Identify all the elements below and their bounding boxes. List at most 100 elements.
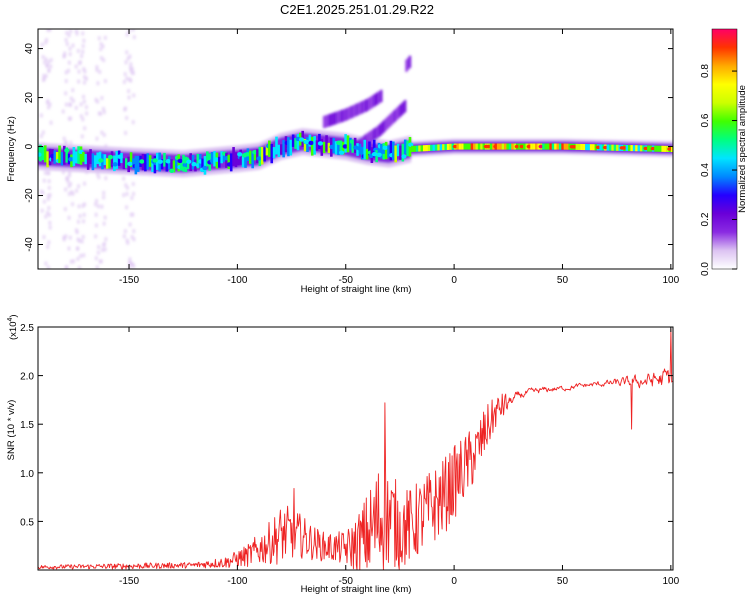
band-core-cell [489,143,493,150]
band-blob [112,162,118,167]
band-core-cell [103,154,107,166]
band-core-cell [277,144,281,158]
branch-cell [395,108,398,121]
band-core-cell [582,143,586,151]
noise-cell [122,79,126,84]
band-core-cell [353,137,357,153]
branch-cell [333,112,336,125]
band-blob [401,154,407,159]
noise-cell [44,214,48,219]
noise-cell [83,202,87,207]
band-core-cell [628,144,631,152]
band-core-cell [272,147,276,159]
band-core-cell [63,145,66,165]
noise-cell [131,29,135,32]
noise-cell [66,179,70,184]
band-core-cell [580,143,583,151]
band-core-cell [349,137,352,151]
branch-cell [402,101,405,114]
band-core-cell [446,143,450,150]
noise-cell [82,212,86,217]
band-blob [303,139,310,145]
band-core-cell [163,152,166,167]
branch-cell [370,129,374,143]
noise-cell [128,54,132,59]
noise-cell [81,203,85,208]
band-core-cell [48,148,52,166]
noise-cell [42,73,46,78]
noise-cell [69,259,73,264]
band-core-cell [654,145,657,152]
noise-cell [126,56,130,61]
snr-x-tick-label: -100 [227,576,247,587]
band-blob [157,159,163,164]
band-blob [191,162,197,167]
noise-cell [81,49,85,54]
noise-cell [96,172,100,177]
band-core-cell [544,143,548,150]
band-core-cell [427,144,431,152]
band-core-cell [201,158,204,172]
noise-cell [75,230,79,235]
band-core-cell [368,141,371,156]
colorbar-tick-label: 0.8 [700,64,711,78]
band-blob [165,159,171,164]
band-core-cell [470,143,474,150]
band-core-cell [175,156,178,169]
noise-cell [83,181,87,186]
noise-cell [68,52,72,57]
band-core-cell [322,141,326,154]
band-core-cell [217,156,221,168]
band-core-cell [229,153,233,172]
band-core-cell [344,134,347,153]
band-core-cell [125,158,128,169]
noise-cell [96,204,100,209]
noise-cell [46,244,50,249]
band-core-cell [551,143,555,150]
band-core-cell [203,155,207,175]
noise-cell [47,212,51,217]
noise-cell [68,46,72,51]
band-core-cell [341,141,345,155]
band-blob [38,152,42,157]
branch-cell [372,128,376,141]
noise-cell [99,47,103,52]
noise-cell [102,190,106,195]
spectrogram-y-axis-label: Frequency (Hz) [6,116,17,181]
band-core-cell [220,151,223,164]
noise-cell [71,98,75,103]
band-core-cell [480,143,483,150]
band-core-cell [463,143,467,150]
noise-cell [122,234,126,239]
branch-cell [340,110,343,123]
band-core-cell [625,144,629,152]
snr-panel: -150 -100 -50 0 50 100 0.5 1.0 1.5 2.0 2.5 Height… [6,314,680,595]
branch-cell [348,106,352,119]
band-blob [237,152,243,157]
branch-cell [391,111,395,124]
noise-cell [78,60,82,65]
band-core-cell [363,139,367,160]
band-core-cell [430,144,433,151]
band-core-cell [53,150,57,164]
band-core-cell [170,159,173,172]
noise-cell [77,204,81,209]
noise-cell [71,259,75,264]
noise-cell [62,54,66,59]
noise-cell [125,76,129,81]
spectrogram-x-tick-label: 50 [557,275,569,286]
noise-cell [47,185,51,190]
noise-cell [75,31,79,36]
band-blob [382,145,388,150]
noise-cell [76,256,80,261]
noise-cell [99,42,103,47]
snr-exponent-label: (x104) [7,314,19,340]
noise-cell [96,250,100,255]
band-core-cell [437,144,440,151]
snr-frame [37,326,674,571]
noise-cell [124,130,128,135]
noise-cell [46,265,50,269]
band-core-cell [456,143,459,150]
band-core-cell [377,142,381,158]
noise-cell [81,44,85,49]
